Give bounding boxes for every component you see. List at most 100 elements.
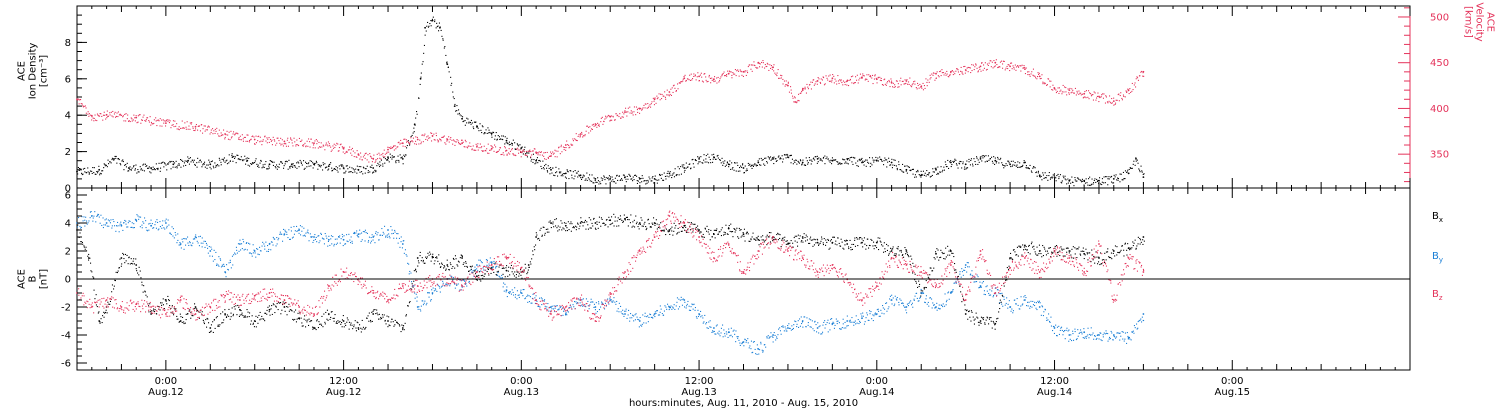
density-sample	[675, 175, 677, 177]
bx-point	[446, 264, 449, 266]
density-sample	[140, 168, 142, 170]
bx-sample	[243, 316, 245, 318]
velocity-sample	[520, 156, 522, 158]
by-sample	[447, 284, 449, 286]
velocity-sample	[521, 151, 523, 153]
bx-point	[846, 243, 849, 245]
density-sample	[890, 164, 892, 166]
velocity-sample	[183, 127, 185, 129]
density-point	[698, 158, 700, 160]
density-sample	[142, 169, 144, 171]
bx-sample	[853, 243, 855, 245]
density-sample	[1101, 178, 1103, 180]
velocity-sample	[85, 107, 87, 109]
density-sample	[531, 158, 533, 160]
velocity-sample	[281, 139, 283, 141]
velocity-sample	[983, 64, 985, 66]
velocity-sample	[426, 136, 428, 138]
by-sample	[267, 250, 269, 252]
density-sample	[172, 166, 174, 168]
bx-sample	[596, 221, 598, 223]
velocity-sample	[104, 114, 106, 116]
density-sample	[180, 159, 182, 161]
bx-point	[194, 306, 197, 308]
density-sample	[713, 153, 715, 155]
velocity-sample	[793, 101, 795, 103]
by-sample	[442, 280, 444, 282]
velocity-sample	[138, 114, 140, 116]
density-sample	[929, 176, 931, 178]
density-sample	[1117, 179, 1119, 181]
bx-sample	[802, 237, 804, 239]
bx-sample	[1086, 253, 1088, 255]
density-sample	[575, 172, 577, 174]
density-sample	[271, 161, 273, 163]
density-sample	[929, 172, 931, 174]
density-sample	[1084, 182, 1086, 184]
bx-sample	[524, 263, 526, 265]
velocity-sample	[570, 144, 572, 146]
density-point	[505, 139, 508, 142]
bx-sample	[102, 315, 104, 317]
bx-sample	[1090, 261, 1092, 263]
velocity-sample	[190, 123, 192, 125]
by-sample	[347, 241, 349, 243]
density-sample	[1117, 178, 1119, 180]
velocity-sample	[622, 116, 624, 118]
by-sample	[183, 248, 185, 250]
velocity-sample	[1015, 66, 1017, 68]
velocity-sample	[753, 61, 755, 63]
by-sample	[409, 270, 411, 272]
velocity-sample	[117, 116, 119, 118]
by-sample	[138, 216, 140, 218]
density-sample	[530, 160, 532, 162]
velocity-point	[905, 80, 908, 82]
bx-sample	[115, 271, 117, 273]
velocity-sample	[752, 64, 754, 66]
density-sample	[996, 160, 998, 162]
density-sample	[125, 166, 127, 168]
density-sample	[236, 154, 238, 156]
by-sample	[221, 264, 223, 266]
density-sample	[437, 25, 439, 27]
density-sample	[668, 176, 670, 178]
velocity-sample	[195, 124, 197, 126]
bx-sample	[462, 263, 464, 265]
velocity-sample	[441, 136, 443, 138]
density-sample	[399, 154, 401, 156]
density-sample	[817, 161, 819, 163]
bx-sample	[522, 270, 524, 272]
density-point	[668, 172, 671, 175]
bx-sample	[1101, 263, 1103, 265]
bx-sample	[671, 230, 673, 232]
bx-sample	[1061, 248, 1063, 250]
velocity-sample	[168, 122, 170, 124]
bx-sample	[905, 253, 907, 255]
velocity-sample	[351, 147, 353, 149]
velocity-sample	[1127, 88, 1129, 90]
density-sample	[481, 125, 483, 127]
by-sample	[185, 244, 187, 246]
bx-sample	[565, 222, 567, 224]
density-sample	[999, 159, 1001, 161]
velocity-sample	[1011, 68, 1013, 70]
bx-sample	[1117, 251, 1119, 253]
density-sample	[871, 157, 873, 159]
bx-sample	[893, 254, 895, 256]
density-sample	[566, 169, 568, 171]
density-sample	[220, 161, 222, 163]
by-sample	[150, 219, 152, 221]
bx-sample	[1045, 250, 1047, 252]
velocity-sample	[1090, 93, 1092, 95]
velocity-sample	[122, 115, 124, 117]
velocity-sample	[1057, 87, 1059, 89]
by-sample	[179, 244, 181, 246]
bx-sample	[1076, 257, 1078, 259]
velocity-sample	[332, 145, 334, 147]
density-sample	[174, 166, 176, 168]
bx-sample	[431, 257, 433, 259]
bx-sample	[859, 237, 861, 239]
bx-sample	[989, 317, 991, 319]
density-sample	[1130, 167, 1132, 169]
magnetic-series-by	[76, 211, 1145, 355]
